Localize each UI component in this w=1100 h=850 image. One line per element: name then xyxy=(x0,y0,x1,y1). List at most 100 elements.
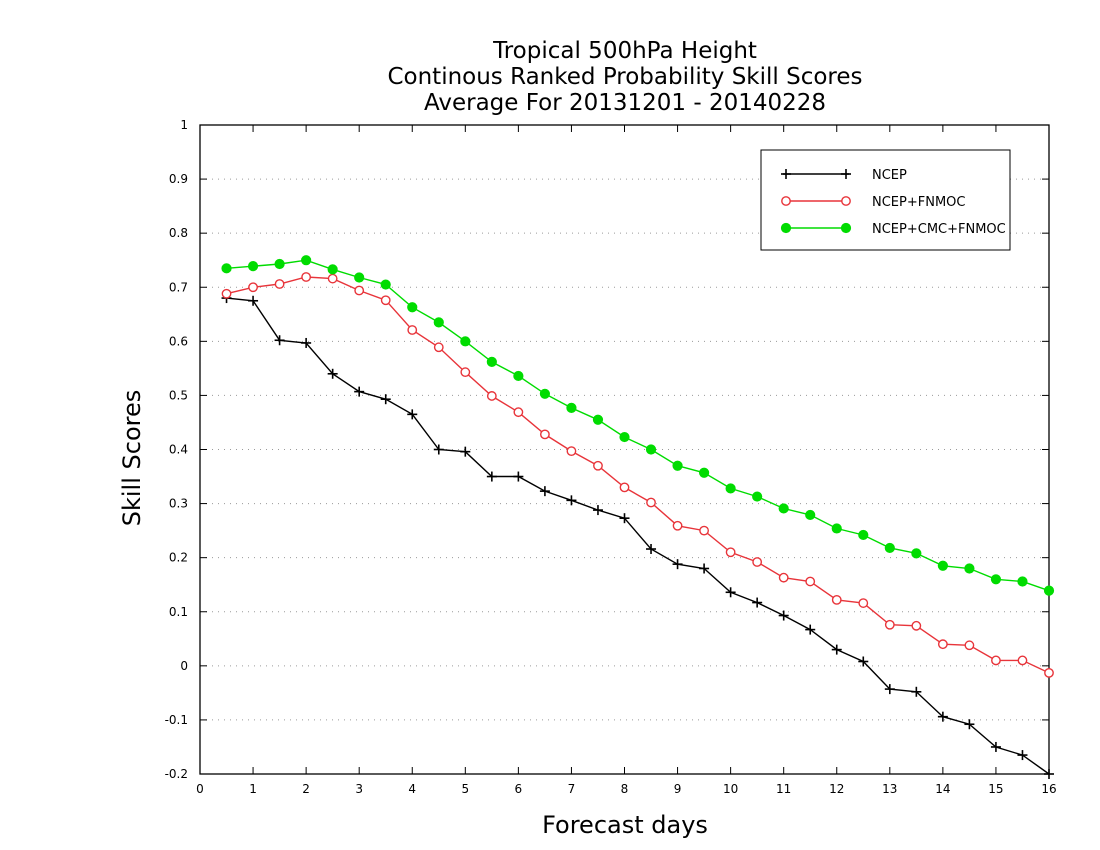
series-2 xyxy=(221,272,1054,678)
data-point-3 xyxy=(990,574,1002,585)
data-point-3 xyxy=(539,388,551,399)
data-point-2 xyxy=(725,547,736,558)
data-point-3 xyxy=(301,255,312,266)
data-point-1 xyxy=(1017,750,1028,761)
data-point-1 xyxy=(301,337,312,348)
data-point-3 xyxy=(884,542,895,554)
chart-title-line-2: Continous Ranked Probability Skill Score… xyxy=(387,64,862,90)
data-point-3 xyxy=(380,279,391,290)
series-3 xyxy=(221,255,1055,596)
series-group xyxy=(221,255,1055,779)
x-tick-label: 7 xyxy=(568,782,576,796)
data-point-2 xyxy=(221,288,232,299)
x-tick-label: 9 xyxy=(674,782,682,796)
y-tick-label: 0.3 xyxy=(169,497,188,511)
data-point-3 xyxy=(433,317,444,328)
data-point-3 xyxy=(354,272,365,283)
data-point-3 xyxy=(672,460,683,471)
data-point-1 xyxy=(725,587,736,598)
chart-title-line-1: Tropical 500hPa Height xyxy=(492,38,757,64)
data-point-1 xyxy=(699,563,710,574)
data-point-3 xyxy=(566,402,577,413)
data-point-2 xyxy=(540,429,550,440)
x-tick-label: 16 xyxy=(1041,782,1056,796)
legend-box xyxy=(760,149,1011,251)
data-point-1 xyxy=(990,741,1001,752)
x-tick-label: 0 xyxy=(196,782,204,796)
data-point-2 xyxy=(858,598,869,608)
data-point-2 xyxy=(1017,655,1028,666)
x-tick-label: 15 xyxy=(988,782,1003,796)
data-point-1 xyxy=(566,495,577,506)
data-point-2 xyxy=(274,279,285,289)
data-point-2 xyxy=(593,460,603,471)
data-point-3 xyxy=(725,483,736,494)
legend-label: NCEP+CMC+FNMOC xyxy=(872,222,1006,237)
data-point-1 xyxy=(380,394,391,405)
axis-ticks: -0.2-0.100.10.20.30.40.50.60.70.80.910 1 2… xyxy=(165,118,1057,796)
data-point-3 xyxy=(486,356,497,367)
y-tick-label: 0.7 xyxy=(169,280,188,294)
y-tick-label: 0.4 xyxy=(169,443,188,457)
series-1 xyxy=(221,293,1054,779)
x-tick-label: 14 xyxy=(935,782,950,796)
legend-item-1: NCEP xyxy=(781,168,907,183)
data-point-3 xyxy=(407,302,418,313)
data-point-1 xyxy=(354,386,365,397)
data-point-2 xyxy=(301,272,312,282)
data-point-1 xyxy=(911,686,922,697)
data-point-2 xyxy=(354,285,365,296)
data-point-1 xyxy=(513,471,524,482)
data-point-3 xyxy=(698,467,710,478)
data-point-3 xyxy=(752,491,763,502)
y-tick-label: 0.8 xyxy=(169,226,188,240)
data-point-3 xyxy=(831,523,842,534)
grid-lines xyxy=(200,178,1049,721)
data-point-2 xyxy=(407,325,418,335)
x-tick-label: 13 xyxy=(882,782,897,796)
data-point-3 xyxy=(964,563,975,574)
data-point-2 xyxy=(778,572,789,583)
data-point-3 xyxy=(911,548,922,559)
legend-marker xyxy=(840,222,852,234)
series-line-3 xyxy=(226,259,1050,592)
legend-marker xyxy=(781,196,791,206)
data-point-3 xyxy=(460,336,471,347)
data-point-3 xyxy=(805,509,816,521)
data-point-2 xyxy=(831,594,842,605)
data-point-3 xyxy=(274,258,285,270)
data-point-1 xyxy=(884,684,895,695)
data-point-1 xyxy=(407,409,418,420)
data-point-2 xyxy=(460,367,471,378)
data-point-2 xyxy=(513,407,524,418)
y-tick-label: 0 xyxy=(180,659,188,673)
data-point-1 xyxy=(858,656,869,667)
data-point-1 xyxy=(486,471,497,482)
legend-items: NCEP NCEP+FNMOC NCEP+CMC+FNMOC xyxy=(780,168,1006,237)
data-point-1 xyxy=(831,644,842,655)
legend-item-3: NCEP+CMC+FNMOC xyxy=(780,222,1006,237)
y-tick-label: -0.1 xyxy=(165,713,188,727)
data-point-3 xyxy=(937,560,948,571)
x-tick-label: 11 xyxy=(776,782,791,796)
data-point-2 xyxy=(1044,667,1054,678)
legend-marker xyxy=(781,169,791,179)
data-point-2 xyxy=(964,640,975,651)
chart-title-line-3: Average For 20131201 - 20140228 xyxy=(424,90,826,116)
data-point-2 xyxy=(327,273,338,284)
y-tick-label: 0.9 xyxy=(169,172,188,186)
data-point-1 xyxy=(327,368,338,379)
data-point-2 xyxy=(619,482,630,493)
data-point-1 xyxy=(433,444,444,455)
x-tick-label: 4 xyxy=(408,782,416,796)
x-tick-label: 10 xyxy=(723,782,738,796)
data-point-2 xyxy=(566,446,577,457)
x-tick-label: 3 xyxy=(355,782,363,796)
y-tick-label: 0.6 xyxy=(169,334,188,348)
data-point-2 xyxy=(699,525,709,536)
data-point-1 xyxy=(592,505,603,516)
data-point-3 xyxy=(1043,585,1055,596)
data-point-2 xyxy=(486,391,497,401)
data-point-1 xyxy=(672,559,683,570)
